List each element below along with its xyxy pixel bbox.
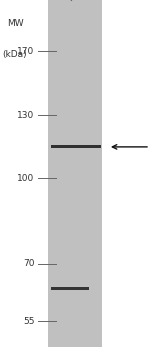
Text: 170: 170 [17,47,34,56]
Text: 70: 70 [23,259,34,268]
Bar [51,288,89,290]
Text: 100: 100 [17,174,34,183]
Text: 55: 55 [23,317,34,326]
Text: Rat2: Rat2 [66,0,90,2]
Bar [48,0,102,347]
Text: 130: 130 [17,111,34,120]
Bar [51,145,101,149]
Text: (kDa): (kDa) [3,50,27,59]
Text: MW: MW [7,19,23,28]
